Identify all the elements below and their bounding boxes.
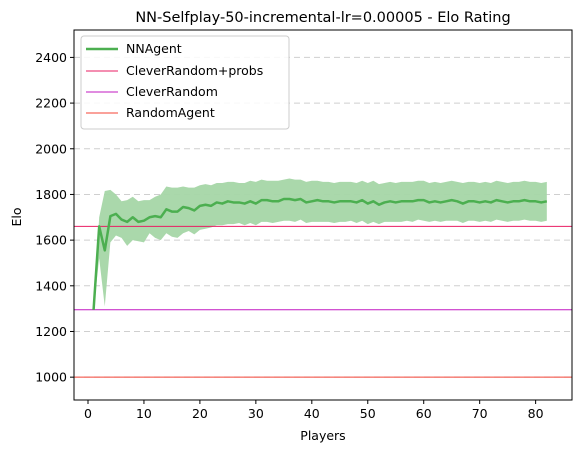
y-tick-label: 1200: [35, 324, 67, 339]
y-tick-label: 1000: [35, 370, 67, 385]
x-tick-label: 70: [472, 406, 488, 421]
reference-lines: [74, 225, 572, 378]
x-tick-label: 80: [528, 406, 544, 421]
confidence-band-layer: [93, 178, 547, 310]
x-tick-label: 0: [84, 406, 92, 421]
y-tick-label: 1800: [35, 187, 67, 202]
y-tick-label: 2400: [35, 50, 67, 65]
legend-label-randomagent: RandomAgent: [126, 105, 215, 120]
nnagent-confidence-band: [93, 178, 547, 310]
legend: NNAgent CleverRandom+probs CleverRandom …: [80, 35, 290, 130]
x-tick-label: 10: [136, 406, 152, 421]
x-axis-ticks: 0 10 20 30 40 50 60 70 80: [84, 400, 544, 421]
x-tick-label: 40: [304, 406, 320, 421]
legend-label-cleverrandom-probs: CleverRandom+probs: [126, 63, 263, 78]
y-tick-label: 2200: [35, 96, 67, 111]
nnagent-line: [92, 197, 548, 310]
y-tick-label: 1600: [35, 233, 67, 248]
y-tick-label: 2000: [35, 141, 67, 156]
y-axis-ticks: 1000 1200 1400 1600 1800 2000 2200 2400: [35, 50, 74, 385]
x-tick-label: 30: [248, 406, 264, 421]
plot-frame: [73, 29, 573, 401]
x-tick-label: 60: [416, 406, 432, 421]
legend-label-cleverrandom: CleverRandom: [126, 84, 218, 99]
legend-label-nnagent: NNAgent: [126, 41, 182, 56]
x-axis-title: Players: [300, 428, 345, 443]
y-tick-label: 1400: [35, 278, 67, 293]
x-tick-label: 20: [192, 406, 208, 421]
y-axis-title: Elo: [9, 207, 24, 226]
chart-title: NN-Selfplay-50-incremental-lr=0.00005 - …: [135, 10, 510, 26]
series-lines: [92, 197, 548, 310]
legend-frame: [80, 35, 290, 130]
x-tick-label: 50: [360, 406, 376, 421]
